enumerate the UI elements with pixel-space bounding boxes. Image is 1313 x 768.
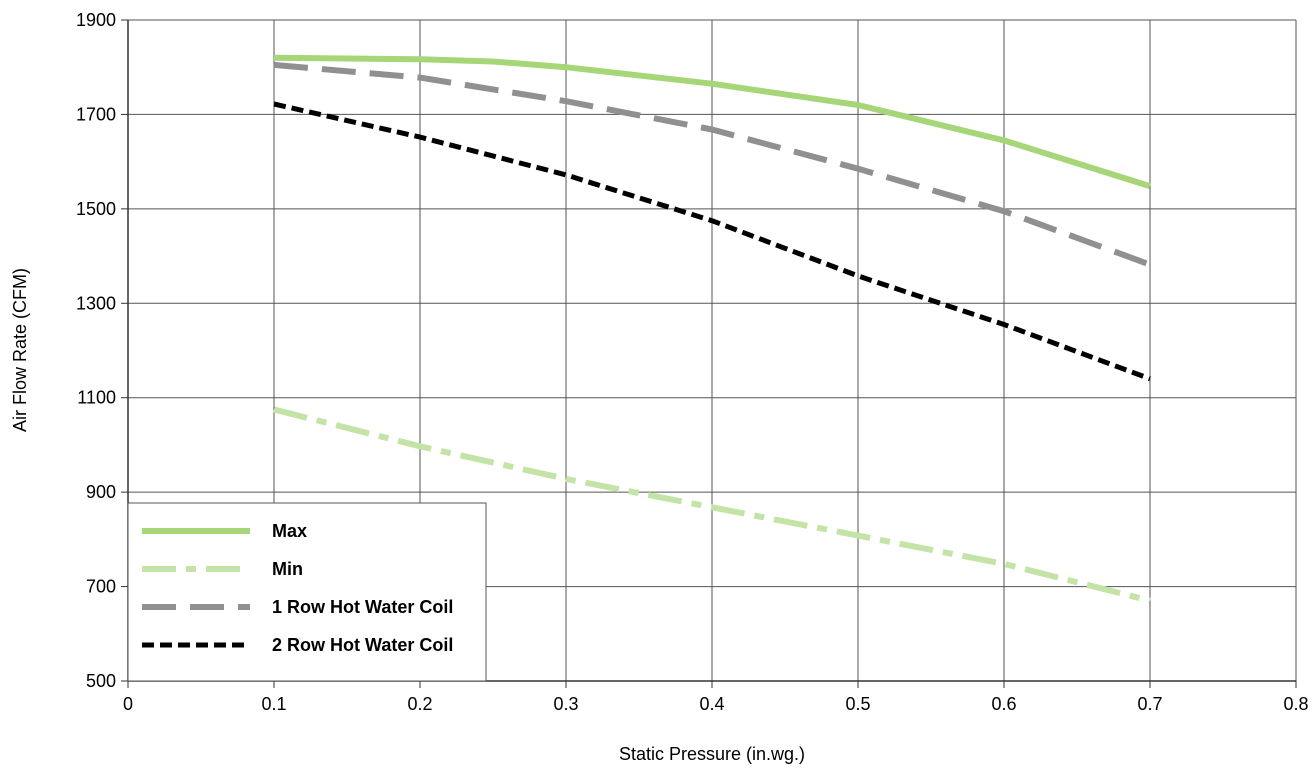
y-tick-label: 1700 — [76, 104, 116, 124]
series-line-4 — [273, 101, 1151, 382]
x-tick-label: 0.5 — [845, 694, 870, 714]
y-axis-ticks: 500 700 900 1100 1300 1500 1700 1900 — [76, 10, 128, 691]
y-tick-label: 1900 — [76, 10, 116, 30]
x-tick-label: 0 — [123, 694, 133, 714]
series-line-1 — [273, 54, 1151, 190]
series-line-2 — [273, 406, 1151, 604]
x-tick-label: 0.3 — [553, 694, 578, 714]
legend-label-2: Min — [272, 559, 303, 579]
x-tick-label: 0.8 — [1283, 694, 1308, 714]
x-axis-ticks: 0 0.1 0.2 0.3 0.4 0.5 0.6 0.7 0.8 — [123, 681, 1309, 714]
y-tick-label: 1500 — [76, 199, 116, 219]
x-tick-label: 0.2 — [407, 694, 432, 714]
y-tick-label: 500 — [86, 671, 116, 691]
y-tick-label: 700 — [86, 577, 116, 597]
series-line-3 — [273, 61, 1152, 268]
x-tick-label: 0.4 — [699, 694, 724, 714]
y-tick-label: 1300 — [76, 293, 116, 313]
x-tick-label: 0.6 — [991, 694, 1016, 714]
series-lines — [273, 54, 1152, 604]
y-tick-label: 900 — [86, 482, 116, 502]
legend-label-3: 1 Row Hot Water Coil — [272, 597, 453, 617]
x-axis-title: Static Pressure (in.wg.) — [619, 744, 805, 764]
y-axis-title: Air Flow Rate (CFM) — [10, 268, 30, 432]
legend-label-4: 2 Row Hot Water Coil — [272, 635, 453, 655]
y-tick-label: 1100 — [77, 388, 116, 408]
legend-label-1: Max — [272, 521, 307, 541]
legend: Max Min 1 Row Hot Water Coil 2 Row Hot Wate… — [127, 502, 487, 682]
x-tick-label: 0.7 — [1137, 694, 1162, 714]
x-tick-label: 0.1 — [261, 694, 286, 714]
